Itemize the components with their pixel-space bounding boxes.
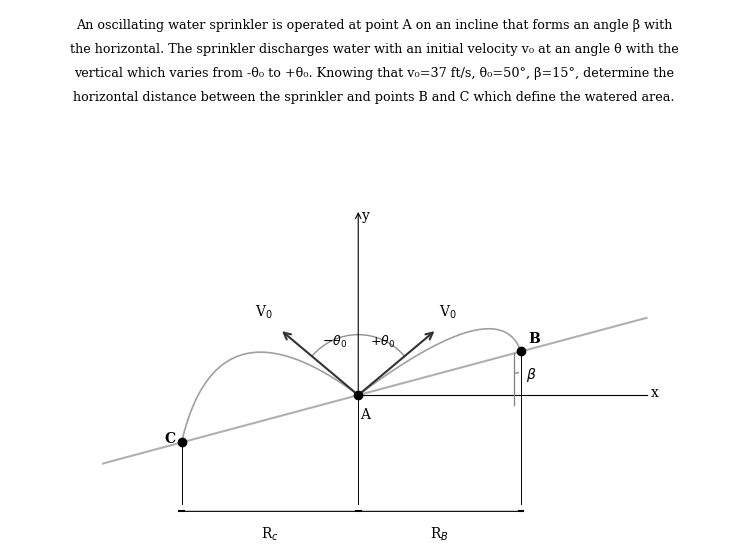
Text: V$_0$: V$_0$ bbox=[439, 304, 457, 321]
Text: B: B bbox=[528, 332, 540, 346]
Text: horizontal distance between the sprinkler and points B and C which define the wa: horizontal distance between the sprinkle… bbox=[73, 91, 675, 104]
Text: An oscillating water sprinkler is operated at point A on an incline that forms a: An oscillating water sprinkler is operat… bbox=[76, 19, 672, 32]
Text: x: x bbox=[652, 386, 659, 400]
Text: R$_B$: R$_B$ bbox=[430, 525, 449, 543]
Text: the horizontal. The sprinkler discharges water with an initial velocity v₀ at an: the horizontal. The sprinkler discharges… bbox=[70, 43, 678, 56]
Text: $+\theta_0$: $+\theta_0$ bbox=[370, 334, 395, 350]
Text: y: y bbox=[362, 209, 370, 223]
Text: A: A bbox=[361, 408, 370, 422]
Text: R$_c$: R$_c$ bbox=[261, 525, 279, 543]
Text: C: C bbox=[165, 432, 176, 446]
Text: $\beta$: $\beta$ bbox=[526, 366, 536, 384]
Text: V$_0$: V$_0$ bbox=[255, 304, 273, 321]
Text: vertical which varies from -θ₀ to +θ₀. Knowing that v₀=37 ft/s, θ₀=50°, β=15°, d: vertical which varies from -θ₀ to +θ₀. K… bbox=[74, 67, 674, 80]
Text: $-\theta_0$: $-\theta_0$ bbox=[322, 334, 348, 350]
